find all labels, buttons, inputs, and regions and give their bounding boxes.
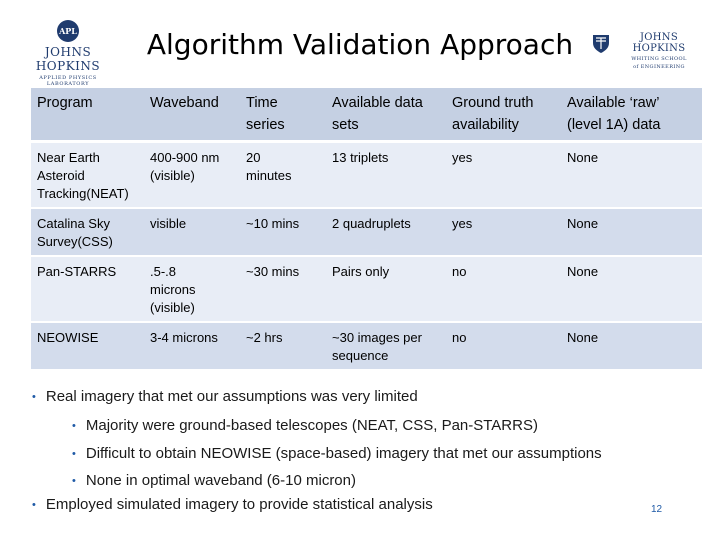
bullet-dot-icon: • [72,475,76,487]
cell-ground-truth: no [446,257,561,323]
bullet-item: • Employed simulated imagery to provide s… [32,496,433,513]
cell-program: Pan-STARRS [31,257,144,323]
column-header-ground-truth: Ground truth availability [446,88,561,143]
table-row: NEOWISE 3-4 microns ~2 hrs ~30 images pe… [31,323,702,371]
cell-time-series: ~10 mins [240,209,326,257]
column-header-raw-data: Available ‘raw’ (level 1A) data [561,88,702,143]
column-header-program: Program [31,88,144,143]
cell-time-series: 20 minutes [240,143,326,209]
apl-logo-subtitle: APPLIED PHYSICS LABORATORY [39,75,97,87]
bullet-dot-icon: • [72,420,76,432]
wse-logo-subtitle-2: of ENGINEERING [633,64,685,70]
apl-logo-name: JOHNS HOPKINS [35,45,101,73]
bullet-dot-icon: • [32,499,36,511]
cell-raw-data: None [561,209,702,257]
table-row: Near Earth Asteroid Tracking(NEAT) 400-900… [31,143,702,209]
cell-program: Catalina Sky Survey(CSS) [31,209,144,257]
cell-waveband: 3-4 microns [144,323,240,371]
bullet-item: • Difficult to obtain NEOWISE (space-base… [72,445,602,462]
cell-program: NEOWISE [31,323,144,371]
cell-ground-truth: yes [446,209,561,257]
cell-raw-data: None [561,323,702,371]
cell-time-series: ~2 hrs [240,323,326,371]
wse-logo-name: JOHNS HOPKINS [632,32,686,54]
cell-program: Near Earth Asteroid Tracking(NEAT) [31,143,144,209]
page-number: 12 [651,504,663,515]
cell-raw-data: None [561,257,702,323]
table-row: Catalina Sky Survey(CSS) visible ~10 mins… [31,209,702,257]
column-header-data-sets: Available data sets [326,88,446,143]
cell-ground-truth: no [446,323,561,371]
column-header-waveband: Waveband [144,88,240,143]
cell-ground-truth: yes [446,143,561,209]
bullet-item: • Real imagery that met our assumptions w… [32,388,418,405]
bullet-dot-icon: • [32,391,36,403]
column-header-time-series: Time series [240,88,326,143]
cell-waveband: visible [144,209,240,257]
slide-title: Algorithm Validation Approach [146,28,574,61]
cell-raw-data: None [561,143,702,209]
apl-seal-icon: APL [57,20,79,42]
cell-data-sets: Pairs only [326,257,446,323]
bullet-dot-icon: • [72,448,76,460]
data-availability-table: Program Waveband Time series Available da… [31,88,702,371]
cell-data-sets: 2 quadruplets [326,209,446,257]
table-row: Pan-STARRS .5-.8 microns (visible) ~30 min… [31,257,702,323]
cell-data-sets: ~30 images per sequence [326,323,446,371]
cell-time-series: ~30 mins [240,257,326,323]
apl-logo: APL JOHNS HOPKINS APPLIED PHYSICS LABORA… [18,20,118,87]
table-header-row: Program Waveband Time series Available da… [31,88,702,143]
cell-data-sets: 13 triplets [326,143,446,209]
cell-waveband: .5-.8 microns (visible) [144,257,240,323]
cell-waveband: 400-900 nm (visible) [144,143,240,209]
shield-icon [593,35,609,53]
wse-logo-subtitle-1: WHITING SCHOOL [631,56,687,62]
bullet-item: • Majority were ground-based telescopes (… [72,417,538,434]
bullet-item: • None in optimal waveband (6-10 micron) [72,472,356,489]
